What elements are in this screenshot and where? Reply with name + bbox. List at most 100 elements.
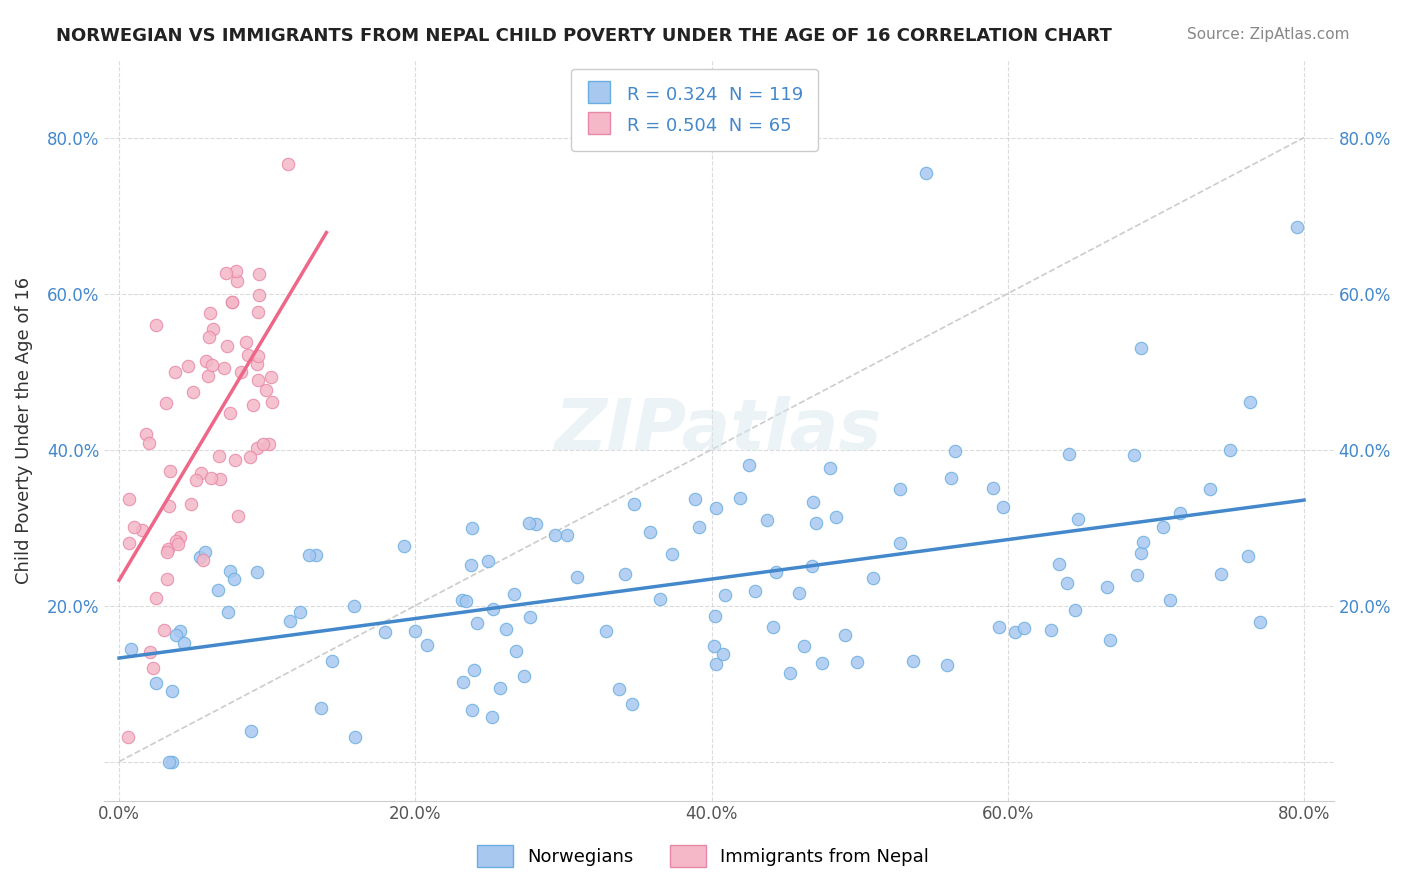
Point — [157, 542, 180, 557]
Point — [162, 684, 184, 698]
Point — [188, 549, 211, 564]
Point — [519, 610, 541, 624]
Point — [505, 644, 527, 658]
Point — [1159, 593, 1181, 607]
Point — [565, 570, 588, 584]
Point — [818, 461, 841, 475]
Point — [173, 635, 195, 649]
Point — [903, 654, 925, 668]
Point — [197, 368, 219, 383]
Point — [214, 266, 236, 280]
Point — [117, 492, 139, 507]
Point — [416, 638, 439, 652]
Point — [155, 396, 177, 410]
Point — [207, 583, 229, 598]
Point — [1004, 624, 1026, 639]
Point — [166, 537, 188, 551]
Point — [456, 594, 478, 608]
Point — [288, 605, 311, 619]
Point — [239, 450, 262, 464]
Point — [157, 755, 180, 769]
Point — [198, 306, 221, 320]
Point — [169, 624, 191, 639]
Point — [225, 264, 247, 278]
Point — [117, 730, 139, 744]
Point — [219, 406, 242, 420]
Point — [194, 545, 217, 559]
Legend: Norwegians, Immigrants from Nepal: Norwegians, Immigrants from Nepal — [470, 838, 936, 874]
Point — [201, 322, 224, 336]
Point — [1125, 567, 1147, 582]
Point — [544, 527, 567, 541]
Point — [609, 682, 631, 697]
Point — [277, 157, 299, 171]
Point — [138, 435, 160, 450]
Point — [1095, 580, 1118, 594]
Point — [1012, 621, 1035, 635]
Point — [298, 548, 321, 562]
Point — [239, 724, 262, 739]
Point — [1130, 545, 1153, 559]
Point — [309, 700, 332, 714]
Point — [165, 628, 187, 642]
Point — [321, 654, 343, 668]
Point — [461, 521, 484, 535]
Point — [1063, 603, 1085, 617]
Point — [135, 427, 157, 442]
Point — [915, 166, 938, 180]
Point — [889, 536, 911, 550]
Point — [1249, 615, 1271, 629]
Point — [683, 491, 706, 506]
Point — [180, 497, 202, 511]
Point — [118, 536, 141, 550]
Point — [139, 645, 162, 659]
Point — [489, 681, 512, 695]
Point — [260, 395, 283, 409]
Point — [343, 731, 366, 745]
Point — [465, 616, 488, 631]
Point — [862, 571, 884, 585]
Point — [714, 588, 737, 602]
Point — [247, 373, 270, 387]
Point — [257, 437, 280, 451]
Point — [153, 623, 176, 637]
Point — [343, 599, 366, 614]
Point — [142, 661, 165, 675]
Point — [613, 566, 636, 581]
Point — [846, 655, 869, 669]
Point — [156, 545, 179, 559]
Point — [648, 591, 671, 606]
Point — [935, 657, 957, 672]
Point — [801, 558, 824, 573]
Point — [226, 274, 249, 288]
Point — [623, 497, 645, 511]
Point — [145, 675, 167, 690]
Point — [157, 499, 180, 513]
Point — [246, 350, 269, 364]
Point — [765, 565, 787, 579]
Point — [1047, 557, 1070, 571]
Point — [526, 516, 548, 531]
Point — [1099, 632, 1122, 647]
Point — [711, 648, 734, 662]
Point — [224, 453, 246, 467]
Point — [246, 441, 269, 455]
Text: NORWEGIAN VS IMMIGRANTS FROM NEPAL CHILD POVERTY UNDER THE AGE OF 16 CORRELATION: NORWEGIAN VS IMMIGRANTS FROM NEPAL CHILD… — [56, 27, 1112, 45]
Point — [513, 669, 536, 683]
Point — [463, 663, 485, 677]
Point — [621, 697, 644, 711]
Point — [165, 365, 187, 379]
Point — [236, 348, 259, 362]
Point — [254, 383, 277, 397]
Point — [1239, 395, 1261, 409]
Point — [988, 620, 1011, 634]
Point — [186, 474, 208, 488]
Point — [120, 641, 142, 656]
Point — [728, 491, 751, 505]
Point — [941, 471, 963, 485]
Point — [481, 709, 503, 723]
Y-axis label: Child Poverty Under the Age of 16: Child Poverty Under the Age of 16 — [15, 277, 32, 583]
Point — [1056, 576, 1078, 591]
Point — [787, 586, 810, 600]
Point — [704, 657, 727, 671]
